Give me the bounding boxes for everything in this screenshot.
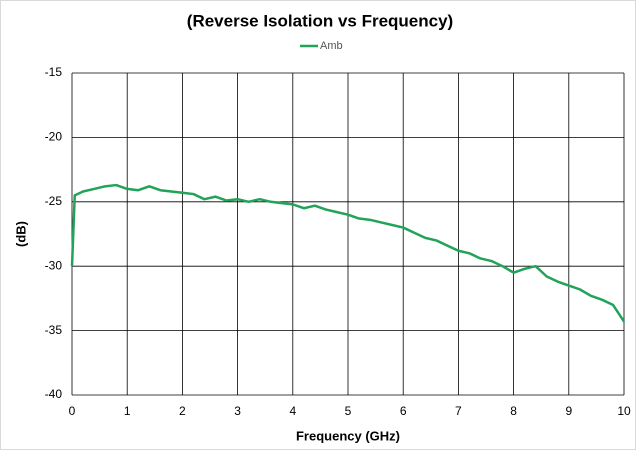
x-tick-label: 9 — [565, 404, 572, 418]
x-axis-label: Frequency (GHz) — [296, 428, 400, 443]
x-tick-label: 1 — [124, 404, 131, 418]
x-tick-label: 7 — [455, 404, 462, 418]
x-tick-label: 4 — [289, 404, 296, 418]
x-tick-label: 3 — [234, 404, 241, 418]
x-tick-label: 6 — [400, 404, 407, 418]
y-axis-label: (dB) — [13, 221, 28, 247]
x-tick-label: 10 — [617, 404, 631, 418]
data-line — [70, 183, 626, 323]
x-tick-label: 5 — [345, 404, 352, 418]
y-tick-label: -25 — [45, 194, 63, 208]
legend-label: Amb — [320, 40, 343, 52]
y-tick-label: -20 — [45, 130, 63, 144]
y-tick-label: -35 — [45, 323, 63, 337]
chart-title: (Reverse Isolation vs Frequency) — [187, 11, 453, 30]
x-tick-label: 2 — [179, 404, 186, 418]
y-tick-label: -40 — [45, 387, 63, 401]
x-tick-label: 8 — [510, 404, 517, 418]
y-tick-label: -15 — [45, 65, 63, 79]
x-tick-label: 0 — [69, 404, 76, 418]
y-tick-label: -30 — [45, 258, 63, 272]
